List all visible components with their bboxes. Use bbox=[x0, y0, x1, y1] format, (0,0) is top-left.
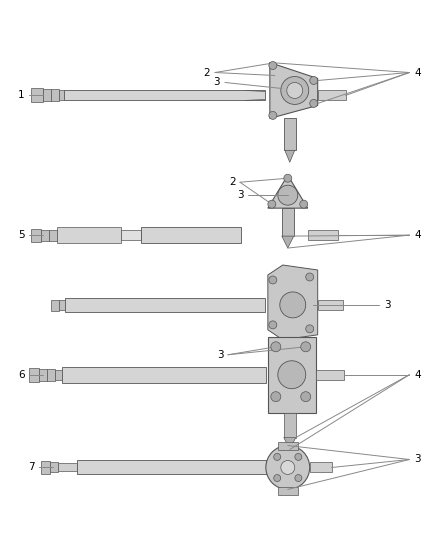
Bar bbox=[57, 227, 121, 243]
Bar bbox=[64, 91, 265, 100]
Polygon shape bbox=[284, 438, 296, 449]
Bar bbox=[268, 337, 316, 413]
Bar bbox=[61, 367, 266, 383]
Text: 2: 2 bbox=[203, 68, 210, 77]
Circle shape bbox=[281, 77, 309, 104]
Text: 5: 5 bbox=[18, 230, 25, 240]
Text: 2: 2 bbox=[230, 177, 236, 187]
Circle shape bbox=[301, 342, 311, 352]
Circle shape bbox=[271, 392, 281, 402]
Text: 7: 7 bbox=[28, 463, 35, 472]
Bar bbox=[50, 90, 59, 101]
Bar bbox=[318, 300, 343, 310]
Text: 3: 3 bbox=[385, 300, 391, 310]
Circle shape bbox=[266, 446, 310, 489]
Bar bbox=[121, 230, 141, 240]
Bar bbox=[42, 90, 50, 101]
Circle shape bbox=[310, 100, 318, 108]
Circle shape bbox=[306, 273, 314, 281]
Circle shape bbox=[274, 474, 281, 481]
Bar bbox=[282, 208, 294, 236]
Circle shape bbox=[281, 461, 295, 474]
Text: 6: 6 bbox=[18, 370, 25, 379]
Text: 3: 3 bbox=[414, 455, 421, 464]
Bar bbox=[28, 368, 39, 382]
Text: 4: 4 bbox=[414, 370, 421, 379]
Circle shape bbox=[269, 276, 277, 284]
Bar bbox=[278, 487, 298, 495]
Polygon shape bbox=[268, 175, 308, 208]
Text: 3: 3 bbox=[217, 350, 224, 360]
Circle shape bbox=[278, 361, 306, 389]
Bar bbox=[41, 462, 49, 474]
Polygon shape bbox=[268, 265, 318, 340]
Bar bbox=[46, 369, 54, 381]
Bar bbox=[41, 230, 49, 241]
Polygon shape bbox=[282, 236, 294, 248]
Text: 4: 4 bbox=[414, 230, 421, 240]
Bar bbox=[284, 413, 296, 438]
Circle shape bbox=[301, 392, 311, 402]
Bar bbox=[78, 461, 267, 474]
Bar bbox=[50, 300, 59, 311]
Circle shape bbox=[271, 342, 281, 352]
Text: 3: 3 bbox=[237, 190, 244, 200]
Bar bbox=[316, 370, 343, 379]
Bar bbox=[49, 230, 57, 241]
Circle shape bbox=[287, 83, 303, 99]
Text: 4: 4 bbox=[414, 68, 421, 77]
Circle shape bbox=[306, 325, 314, 333]
Circle shape bbox=[295, 474, 302, 481]
Polygon shape bbox=[285, 150, 295, 162]
Circle shape bbox=[274, 454, 281, 461]
Circle shape bbox=[268, 200, 276, 208]
Bar bbox=[308, 230, 338, 240]
Bar bbox=[310, 463, 332, 472]
Bar bbox=[39, 369, 46, 381]
Circle shape bbox=[295, 454, 302, 461]
Bar bbox=[284, 118, 296, 150]
Bar bbox=[59, 300, 66, 310]
Polygon shape bbox=[270, 62, 318, 118]
Text: 1: 1 bbox=[18, 91, 25, 100]
Bar bbox=[59, 91, 64, 100]
Circle shape bbox=[278, 185, 298, 205]
Bar bbox=[31, 229, 41, 242]
Circle shape bbox=[300, 200, 308, 208]
Bar bbox=[31, 88, 42, 102]
Circle shape bbox=[269, 321, 277, 329]
Bar bbox=[54, 370, 61, 379]
Bar bbox=[318, 91, 346, 100]
Bar bbox=[49, 463, 57, 472]
Bar bbox=[141, 227, 241, 243]
Text: 3: 3 bbox=[213, 77, 220, 87]
Circle shape bbox=[280, 292, 306, 318]
Circle shape bbox=[310, 77, 318, 84]
Bar bbox=[66, 298, 265, 312]
Bar bbox=[278, 441, 298, 449]
Circle shape bbox=[284, 174, 292, 182]
Circle shape bbox=[269, 111, 277, 119]
Circle shape bbox=[269, 61, 277, 69]
Bar bbox=[57, 464, 78, 472]
